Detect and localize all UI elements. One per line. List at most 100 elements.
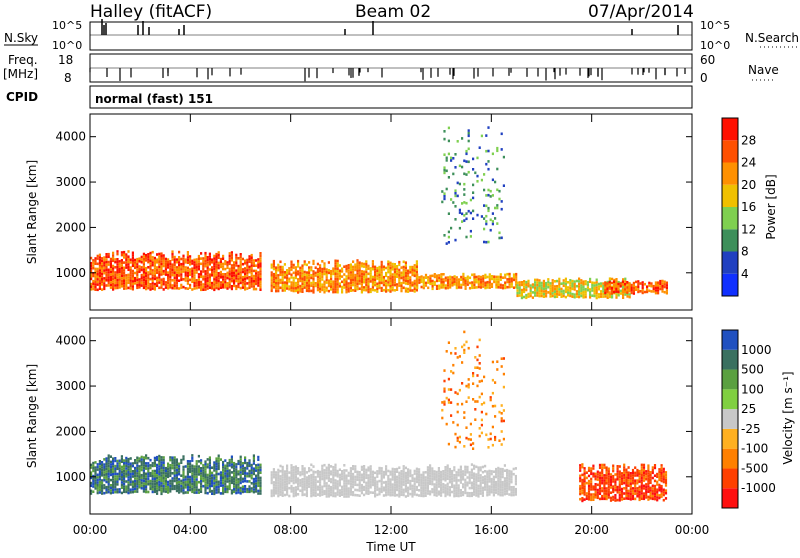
heatmap-cell <box>416 281 418 284</box>
heatmap-cell <box>592 493 594 496</box>
heatmap-cell <box>498 281 500 284</box>
heatmap-cell <box>463 445 465 448</box>
heatmap-cell <box>253 462 255 465</box>
heatmap-cell <box>614 473 616 476</box>
heatmap-cell <box>499 468 501 471</box>
heatmap-cell <box>165 485 167 488</box>
heatmap-cell <box>615 278 617 281</box>
heatmap-cell <box>130 468 132 471</box>
heatmap-cell <box>295 491 297 494</box>
heatmap-cell <box>622 288 624 291</box>
heatmap-cell <box>119 475 121 478</box>
heatmap-cell <box>317 276 319 279</box>
heatmap-cell <box>130 483 132 486</box>
heatmap-cell <box>248 266 250 269</box>
heatmap-cell <box>127 250 129 253</box>
heatmap-cell <box>492 153 494 156</box>
heatmap-cell <box>123 274 125 277</box>
heatmap-cell <box>516 284 518 287</box>
heatmap-cell <box>556 280 558 283</box>
heatmap-cell <box>224 465 226 468</box>
heatmap-cell <box>119 276 121 279</box>
heatmap-cell <box>409 284 411 287</box>
heatmap-cell <box>231 461 233 464</box>
heatmap-cell <box>398 279 400 282</box>
heatmap-cell <box>385 272 387 275</box>
heatmap-cell <box>174 459 176 462</box>
heatmap-cell <box>297 273 299 276</box>
heatmap-cell <box>114 271 116 274</box>
heatmap-cell <box>167 258 169 261</box>
heatmap-cell <box>484 284 486 287</box>
heatmap-cell <box>105 481 107 484</box>
heatmap-cell <box>182 257 184 260</box>
heatmap-cell <box>218 285 220 288</box>
heatmap-cell <box>145 259 147 262</box>
nsky-tick-bottom: 10^0 <box>52 39 82 52</box>
heatmap-cell <box>614 486 616 489</box>
heatmap-cell <box>490 229 492 232</box>
heatmap-cell <box>317 284 319 287</box>
heatmap-cell <box>160 255 162 258</box>
heatmap-cell <box>152 272 154 275</box>
heatmap-cell <box>600 282 602 285</box>
heatmap-cell <box>334 479 336 482</box>
heatmap-cell <box>416 284 418 287</box>
heatmap-cell <box>257 456 259 459</box>
heatmap-cell <box>658 494 660 497</box>
heatmap-cell <box>185 476 187 479</box>
heatmap-cell <box>370 483 372 486</box>
heatmap-cell <box>489 276 491 279</box>
heatmap-cell <box>149 459 151 462</box>
heatmap-cell <box>138 481 140 484</box>
heatmap-cell <box>398 277 400 280</box>
heatmap-cell <box>145 270 147 273</box>
heatmap-cell <box>624 280 626 283</box>
heatmap-cell <box>237 470 239 473</box>
heatmap-cell <box>222 482 224 485</box>
heatmap-cell <box>448 399 450 402</box>
heatmap-cell <box>123 256 125 259</box>
heatmap-cell <box>282 487 284 490</box>
heatmap-cell <box>436 473 438 476</box>
heatmap-cell <box>400 272 402 275</box>
heatmap-cell <box>193 259 195 262</box>
heatmap-cell <box>663 489 665 492</box>
heatmap-cell <box>421 275 423 278</box>
heatmap-cell <box>191 483 193 486</box>
heatmap-cell <box>427 477 429 480</box>
heatmap-cell <box>596 281 598 284</box>
heatmap-cell <box>202 268 204 271</box>
heatmap-cell <box>569 284 571 287</box>
heatmap-cell <box>491 486 493 489</box>
heatmap-cell <box>545 285 547 288</box>
heatmap-cell <box>641 479 643 482</box>
heatmap-cell <box>319 492 321 495</box>
heatmap-cell <box>125 462 127 465</box>
heatmap-cell <box>416 486 418 489</box>
heatmap-cell <box>506 492 508 495</box>
heatmap-cell <box>443 234 445 237</box>
heatmap-cell <box>617 283 619 286</box>
heatmap-cell <box>502 476 504 479</box>
heatmap-cell <box>654 490 656 493</box>
heatmap-cell <box>619 465 621 468</box>
heatmap-cell <box>158 255 160 258</box>
heatmap-cell <box>213 487 215 490</box>
heatmap-cell <box>229 260 231 263</box>
heatmap-cell <box>536 286 538 289</box>
heatmap-cell <box>312 484 314 487</box>
heatmap-cell <box>464 471 466 474</box>
heatmap-cell <box>121 267 123 270</box>
heatmap-cell <box>595 478 597 481</box>
heatmap-cell <box>488 480 490 483</box>
heatmap-cell <box>341 268 343 271</box>
heatmap-cell <box>224 268 226 271</box>
heatmap-cell <box>143 253 145 256</box>
heatmap-cell <box>498 283 500 286</box>
heatmap-cell <box>293 469 295 472</box>
heatmap-cell <box>400 478 402 481</box>
heatmap-cell <box>218 457 220 460</box>
heatmap-cell <box>108 478 110 481</box>
heatmap-cell <box>604 287 606 290</box>
